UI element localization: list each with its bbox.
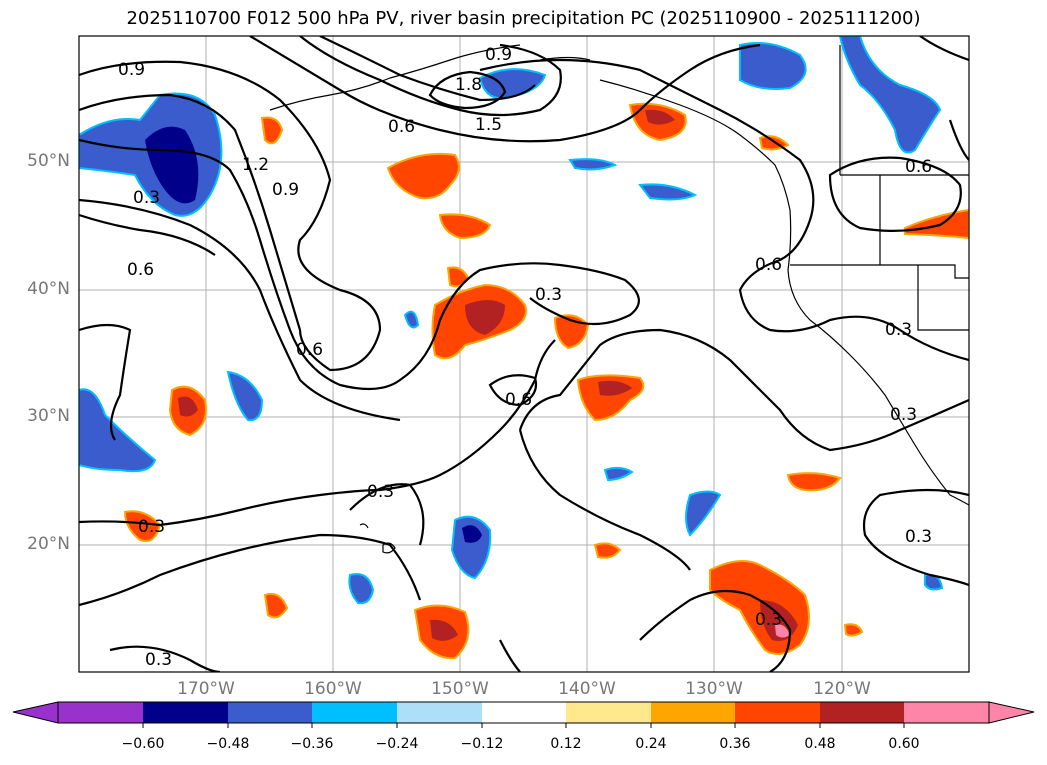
colorbar-segment <box>58 702 143 723</box>
colorbar-segment <box>143 702 228 723</box>
negative-anomaly <box>403 310 420 329</box>
contour-label: 0.3 <box>133 188 160 208</box>
positive-anomaly-extreme <box>775 624 790 638</box>
lon-label-140w: 140°W <box>558 679 616 699</box>
positive-anomaly <box>263 592 289 619</box>
gridlines <box>79 36 969 672</box>
contour-label: 0.6 <box>388 117 415 137</box>
positive-anomaly <box>123 510 162 542</box>
contour-label: 0.6 <box>505 390 532 410</box>
colorbar-segment <box>312 702 397 723</box>
negative-anomaly <box>603 466 634 482</box>
negative-anomaly <box>450 515 492 580</box>
map-canvas: 0.9 0.9 1.8 1.5 0.6 1.2 0.9 0.3 0.6 0.6 … <box>78 35 970 673</box>
colorbar-tick-label: −0.60 <box>121 736 165 752</box>
colorbar-tick-label: −0.36 <box>290 736 334 752</box>
lat-label-40n: 40°N <box>27 279 70 299</box>
figure-title: 2025110700 F012 500 hPa PV, river basin … <box>126 8 921 29</box>
positive-anomaly <box>904 208 969 240</box>
colorbar-tick-label: −0.48 <box>206 736 250 752</box>
positive-anomaly-core <box>178 396 198 417</box>
lon-label-120w: 120°W <box>813 679 871 699</box>
contour-label: 0.6 <box>755 255 782 275</box>
colorbar-segment <box>482 702 566 723</box>
positive-anomaly <box>438 213 492 240</box>
negative-anomaly <box>568 158 618 171</box>
colorbar-tick-label: −0.12 <box>460 736 504 752</box>
colorbar-segment <box>566 702 651 723</box>
contour-label: 0.3 <box>755 610 782 630</box>
negative-anomaly <box>838 36 942 154</box>
contour-labels: 0.9 0.9 1.8 1.5 0.6 1.2 0.9 0.3 0.6 0.6 … <box>118 45 932 670</box>
contour-label: 0.3 <box>145 650 172 670</box>
colorbar-tick-label: 0.12 <box>550 736 582 752</box>
contour-label: 0.6 <box>296 340 323 360</box>
positive-anomaly <box>843 623 864 637</box>
lat-label-20n: 20°N <box>27 534 70 554</box>
colorbar-tick-label: −0.24 <box>375 736 419 752</box>
contour-label: 0.6 <box>905 157 932 177</box>
negative-anomaly <box>226 370 264 422</box>
positive-anomaly <box>786 472 842 492</box>
colorbar-segment <box>820 702 904 723</box>
contour-label: 0.9 <box>485 45 512 65</box>
colorbar-tick-label: 0.48 <box>804 736 836 752</box>
negative-anomaly <box>638 183 698 201</box>
pv-contours <box>79 36 969 672</box>
lat-label-30n: 30°N <box>27 406 70 426</box>
lon-label-170w: 170°W <box>177 679 235 699</box>
positive-anomaly-core <box>598 380 632 396</box>
colorbar-segment <box>397 702 482 723</box>
coastline <box>269 44 969 554</box>
contour-label: 0.9 <box>272 180 299 200</box>
colorbar-extend-right <box>988 701 1035 724</box>
lon-label-160w: 160°W <box>304 679 362 699</box>
positive-anomaly <box>386 152 460 200</box>
lon-label-130w: 130°W <box>685 679 743 699</box>
colorbar-segment <box>651 702 735 723</box>
colorbar-tick-label: 0.36 <box>719 736 751 752</box>
positive-anomaly-core <box>760 600 798 641</box>
colorbar-frame <box>57 701 990 724</box>
positive-anomaly-core <box>465 300 505 335</box>
positive-anomaly <box>260 116 284 145</box>
contour-label: 0.3 <box>885 320 912 340</box>
map-frame <box>78 35 970 673</box>
contour-label: 1.2 <box>242 155 269 175</box>
contour-label: 1.5 <box>475 115 502 135</box>
contour-label: 1.8 <box>455 75 482 95</box>
contour-label: 0.3 <box>367 482 394 502</box>
negative-anomaly-core <box>145 126 199 204</box>
contour-label: 0.6 <box>127 260 154 280</box>
contour-label: 0.9 <box>118 60 145 80</box>
contour-label: 0.3 <box>138 517 165 537</box>
positive-anomaly <box>593 542 622 559</box>
colorbar <box>12 701 1035 728</box>
negative-anomaly <box>79 388 157 473</box>
colorbar-segment <box>735 702 820 723</box>
contour-label: 0.3 <box>890 405 917 425</box>
colorbar-ticks <box>142 723 905 728</box>
colorbar-segment <box>904 702 989 723</box>
colorbar-tick-label: 0.60 <box>888 736 920 752</box>
lon-label-150w: 150°W <box>431 679 489 699</box>
contour-label: 0.3 <box>535 285 562 305</box>
positive-anomaly-core <box>430 619 458 641</box>
colorbar-segment <box>228 702 312 723</box>
colorbar-extend-left <box>12 701 59 724</box>
contour-label: 0.3 <box>905 527 932 547</box>
negative-anomaly <box>685 490 722 537</box>
negative-anomaly <box>739 42 807 90</box>
negative-anomaly-core <box>462 525 482 543</box>
negative-anomaly <box>348 573 375 605</box>
lat-label-50n: 50°N <box>27 151 70 171</box>
colorbar-tick-label: 0.24 <box>635 736 667 752</box>
positive-anomaly-core <box>645 109 675 125</box>
